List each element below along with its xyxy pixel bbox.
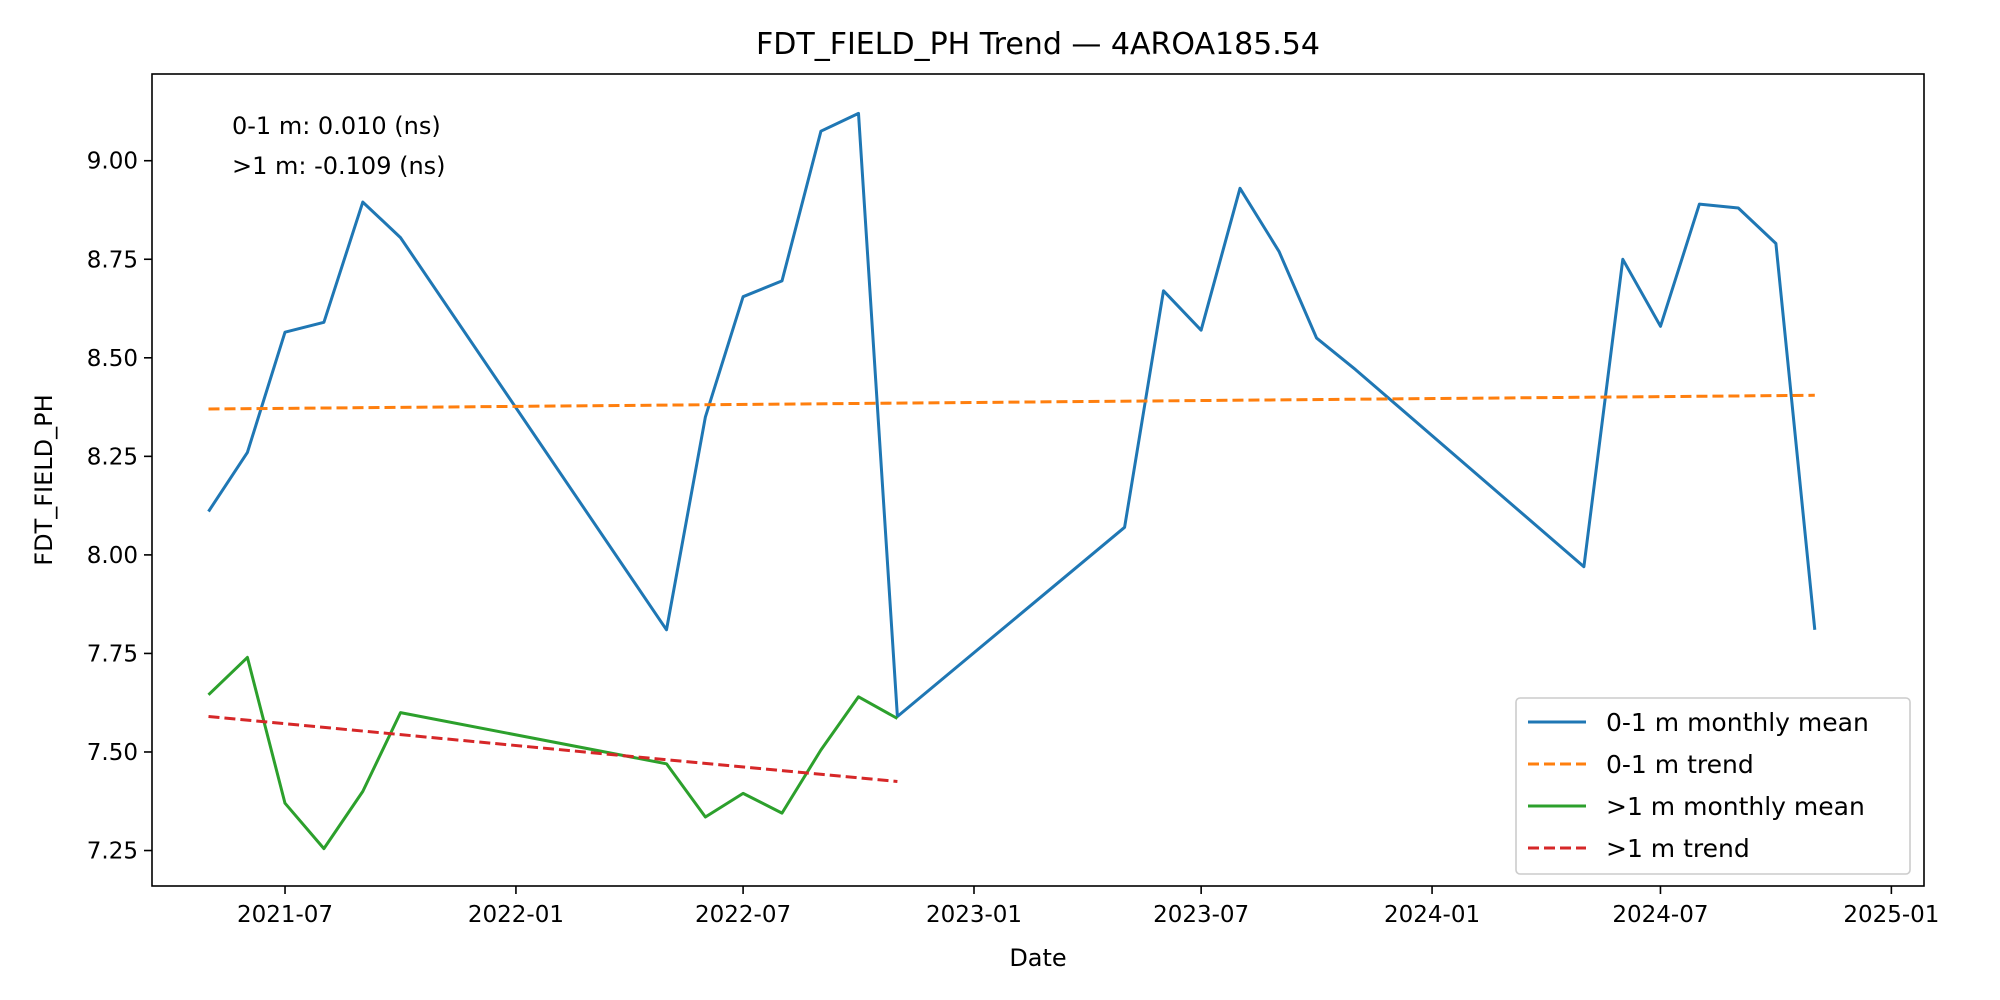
series-line-1 <box>208 393 1815 411</box>
y-tick-label: 7.75 <box>87 641 138 667</box>
y-tick-label: 7.25 <box>87 839 138 865</box>
x-tick-label: 2021-07 <box>237 902 333 928</box>
legend-label-1: 0-1 m trend <box>1606 750 1754 779</box>
annotation-0-1m-slope: 0-1 m: 0.010 (ns) <box>232 112 441 140</box>
annotation-deep-slope: >1 m: -0.109 (ns) <box>232 152 446 180</box>
series-line-2 <box>207 655 899 851</box>
y-tick-label: 8.75 <box>87 247 138 273</box>
x-tick-label: 2024-01 <box>1384 902 1480 928</box>
x-tick-label: 2025-01 <box>1843 902 1939 928</box>
y-tick-label: 9.00 <box>87 149 138 175</box>
x-tick-label: 2023-01 <box>926 902 1022 928</box>
legend-box <box>1515 697 1911 875</box>
x-tick-label: 2022-07 <box>695 902 791 928</box>
y-tick-label: 8.25 <box>87 444 138 470</box>
plot-area <box>151 73 1925 887</box>
plot-frame <box>151 73 1925 887</box>
series-line-3 <box>208 715 898 783</box>
y-axis-ticks: 7.25 7.50 7.75 8.00 8.25 8.50 8.75 9.00 <box>87 149 152 865</box>
x-axis-label: Date <box>1009 944 1066 972</box>
x-tick-label: 2022-01 <box>468 902 564 928</box>
chart-title: FDT_FIELD_PH Trend — 4AROA185.54 <box>756 27 1320 62</box>
series-line-0 <box>207 111 1817 718</box>
y-tick-label: 8.50 <box>87 346 138 372</box>
series-layer <box>207 111 1817 851</box>
legend-label-3: >1 m trend <box>1606 834 1750 863</box>
x-tick-label: 2024-07 <box>1612 902 1708 928</box>
legend-label-0: 0-1 m monthly mean <box>1606 708 1869 737</box>
y-tick-label: 8.00 <box>87 543 138 569</box>
x-tick-label: 2023-07 <box>1153 902 1249 928</box>
y-tick-label: 7.50 <box>87 740 138 766</box>
y-axis-label: FDT_FIELD_PH <box>30 394 58 565</box>
x-axis-ticks: 2021-07 2022-01 2022-07 2023-01 2023-07 2024-… <box>237 886 1939 928</box>
legend-label-2: >1 m monthly mean <box>1606 792 1865 821</box>
legend: 0-1 m monthly mean 0-1 m trend >1 m monthl… <box>1515 697 1911 875</box>
